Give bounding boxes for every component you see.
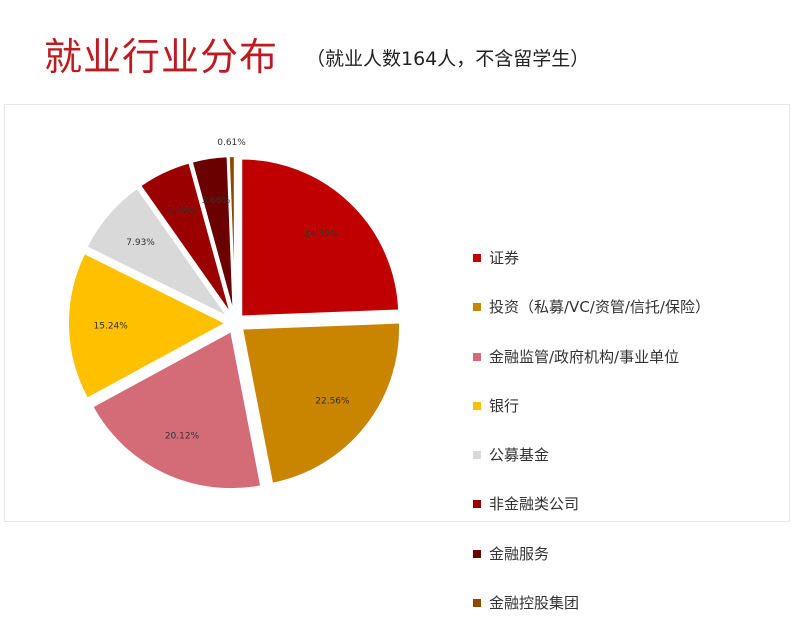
legend-label: 金融监管/政府机构/事业单位 bbox=[489, 347, 680, 366]
chart-legend: 证券投资（私募/VC/资管/信托/保险） 金融监管/政府机构/事业单位 银行公募基金… bbox=[473, 247, 710, 641]
legend-swatch bbox=[473, 549, 481, 558]
pie-slice-label-0: 24.39% bbox=[304, 229, 339, 239]
pie-slice-7 bbox=[227, 155, 236, 315]
pie-slice-label-4: 7.93% bbox=[126, 238, 155, 248]
legend-item-5: 非金融类公司 bbox=[473, 493, 710, 542]
legend-label: 金融服务 bbox=[489, 544, 550, 563]
pie-slice-1 bbox=[240, 321, 401, 485]
pie-slice-4 bbox=[85, 186, 229, 319]
legend-item-2: 金融监管/政府机构/事业单位 bbox=[473, 346, 710, 395]
pie-slice-label-3: 15.24% bbox=[94, 321, 129, 331]
legend-item-0: 证券 bbox=[473, 247, 710, 296]
chart-panel: 24.39% 22.56% 20.12% 15.24% 7.93% 5.49% 3.66% 0… bbox=[4, 104, 790, 612]
pie-slice-label-6: 3.66% bbox=[202, 196, 231, 206]
legend-swatch bbox=[473, 451, 481, 460]
page-subtitle: （就业人数164人，不含留学生） bbox=[306, 48, 590, 70]
pie-slice-6 bbox=[190, 155, 235, 315]
pie-slice-label-7: 0.61% bbox=[217, 138, 246, 148]
pie-slice-0 bbox=[240, 157, 401, 318]
legend-label: 公募基金 bbox=[489, 446, 550, 465]
pie-slice-label-5: 5.49% bbox=[168, 207, 197, 217]
legend-item-6: 金融服务 bbox=[473, 543, 710, 592]
legend-swatch bbox=[473, 303, 481, 312]
legend-swatch bbox=[473, 500, 481, 509]
legend-swatch bbox=[473, 401, 481, 410]
legend-label: 证券 bbox=[489, 249, 520, 267]
legend-label: 投资（私募/VC/资管/信托/保险） bbox=[489, 298, 710, 317]
legend-swatch bbox=[473, 254, 481, 262]
pie-slice-2 bbox=[91, 329, 263, 491]
legend-label: 金融控股集团 bbox=[489, 594, 580, 613]
legend-swatch bbox=[473, 352, 481, 361]
page-title: 就业行业分布 bbox=[44, 35, 279, 79]
pie-chart: 24.39% 22.56% 20.12% 15.24% 7.93% 5.49% 3.66% 0… bbox=[67, 138, 401, 491]
legend-label: 银行 bbox=[489, 396, 520, 415]
legend-label: 非金融类公司 bbox=[489, 495, 580, 514]
pie-slice-3 bbox=[67, 251, 229, 401]
legend-swatch bbox=[473, 599, 481, 608]
pie-slice-label-1: 22.56% bbox=[315, 396, 350, 406]
pie-slice-label-2: 20.12% bbox=[165, 431, 200, 441]
legend-item-1: 投资（私募/VC/资管/信托/保险） bbox=[473, 296, 710, 345]
legend-item-7: 金融控股集团 bbox=[473, 592, 710, 641]
pie-slice-5 bbox=[138, 161, 233, 316]
legend-item-4: 公募基金 bbox=[473, 444, 710, 493]
legend-item-3: 银行 bbox=[473, 395, 710, 444]
